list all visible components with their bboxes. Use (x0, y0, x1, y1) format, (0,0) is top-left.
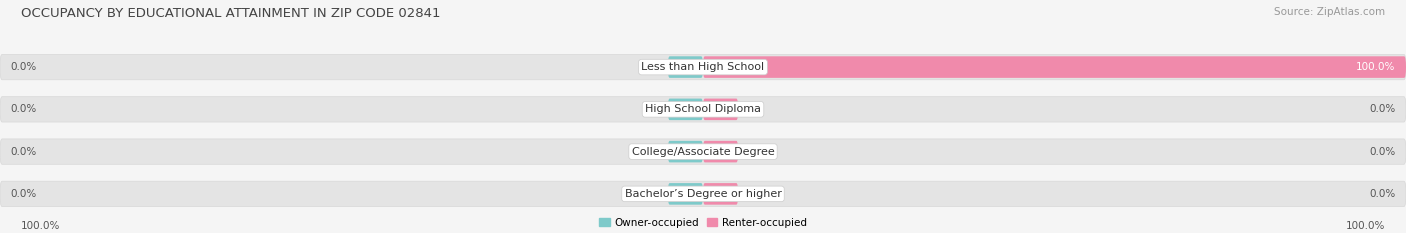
FancyBboxPatch shape (0, 54, 1406, 80)
Text: 0.0%: 0.0% (10, 189, 37, 199)
Text: 100.0%: 100.0% (1346, 221, 1385, 231)
FancyBboxPatch shape (0, 97, 1406, 122)
Text: 100.0%: 100.0% (21, 221, 60, 231)
FancyBboxPatch shape (703, 56, 1406, 78)
Text: 0.0%: 0.0% (1369, 147, 1395, 157)
Text: High School Diploma: High School Diploma (645, 104, 761, 114)
Text: 0.0%: 0.0% (1369, 189, 1395, 199)
FancyBboxPatch shape (668, 183, 703, 205)
FancyBboxPatch shape (668, 56, 703, 78)
Text: OCCUPANCY BY EDUCATIONAL ATTAINMENT IN ZIP CODE 02841: OCCUPANCY BY EDUCATIONAL ATTAINMENT IN Z… (21, 7, 440, 20)
Text: 0.0%: 0.0% (10, 147, 37, 157)
Text: College/Associate Degree: College/Associate Degree (631, 147, 775, 157)
Text: Source: ZipAtlas.com: Source: ZipAtlas.com (1274, 7, 1385, 17)
Text: 0.0%: 0.0% (10, 104, 37, 114)
Text: Bachelor’s Degree or higher: Bachelor’s Degree or higher (624, 189, 782, 199)
Text: 100.0%: 100.0% (1355, 62, 1395, 72)
Text: 0.0%: 0.0% (1369, 104, 1395, 114)
Legend: Owner-occupied, Renter-occupied: Owner-occupied, Renter-occupied (599, 218, 807, 228)
FancyBboxPatch shape (703, 99, 738, 120)
Text: Less than High School: Less than High School (641, 62, 765, 72)
FancyBboxPatch shape (0, 139, 1406, 164)
FancyBboxPatch shape (0, 181, 1406, 207)
Text: 0.0%: 0.0% (10, 62, 37, 72)
FancyBboxPatch shape (668, 99, 703, 120)
FancyBboxPatch shape (703, 141, 738, 162)
FancyBboxPatch shape (703, 183, 738, 205)
FancyBboxPatch shape (668, 141, 703, 162)
